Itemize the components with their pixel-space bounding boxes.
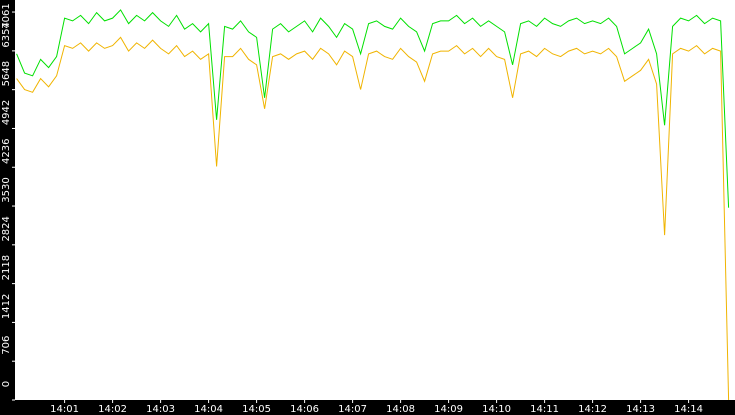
x-tick-label: 14:07 (338, 404, 367, 415)
y-tick-label: 1412 (1, 294, 12, 319)
series-line (16, 9, 730, 208)
y-tick-label: 2118 (1, 255, 12, 280)
y-tick-label: 706 (1, 336, 12, 355)
y-tick-label: 5648 (1, 61, 12, 86)
x-tick-label: 14:01 (50, 404, 79, 415)
x-tick-label: 14:14 (674, 404, 703, 415)
x-tick-label: 14:03 (146, 404, 175, 415)
x-tick-label: 14:10 (482, 404, 511, 415)
x-tick-label: 14:08 (386, 404, 415, 415)
x-tick-label: 14:02 (98, 404, 127, 415)
x-tick-label: 14:06 (290, 404, 319, 415)
x-tick-label: 14:09 (434, 404, 463, 415)
y-tick-label: 2824 (1, 216, 12, 241)
y-tick-label: 7061 (1, 3, 12, 28)
y-tick-label: 6354 (1, 22, 12, 47)
y-axis-strip (0, 0, 15, 415)
x-tick-label: 14:13 (626, 404, 655, 415)
y-tick-label: 3530 (1, 177, 12, 202)
x-tick-label: 14:12 (578, 404, 607, 415)
y-tick-label: 4236 (1, 139, 12, 164)
series-line (16, 36, 730, 401)
y-tick-label: 0 (1, 381, 12, 387)
x-tick-label: 14:05 (242, 404, 271, 415)
x-tick-label: 14:11 (530, 404, 559, 415)
y-tick-label: 4942 (1, 100, 12, 125)
x-tick-label: 14:04 (194, 404, 223, 415)
x-axis-strip (0, 400, 735, 415)
